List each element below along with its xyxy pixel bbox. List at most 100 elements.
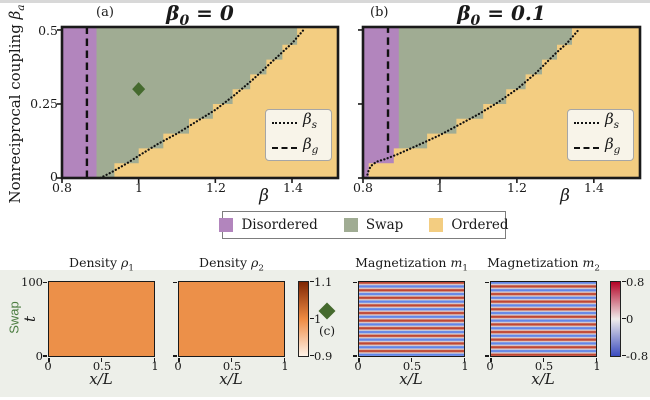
tick-mark bbox=[621, 317, 626, 319]
density-cbar-tick-1p1: 1.1 bbox=[314, 275, 333, 289]
panel-title-b-beta: β bbox=[457, 1, 471, 25]
density-colorbar bbox=[298, 281, 309, 357]
legend-row-beta-s: βs bbox=[272, 112, 325, 133]
tick-mark bbox=[309, 354, 314, 356]
tick-mark bbox=[352, 355, 357, 357]
tick-mark bbox=[484, 355, 489, 357]
phase-legend-item-swap: Swap bbox=[343, 217, 404, 233]
tick-mark bbox=[490, 357, 492, 362]
title-density-rho1: Density ρ1 bbox=[69, 255, 134, 274]
dotted-line-sample bbox=[272, 121, 297, 124]
panel-title-b-rest: = 0.1 bbox=[480, 1, 546, 25]
xtick-a-3: 1.4 bbox=[283, 180, 303, 195]
xtick-b-2: 1.2 bbox=[507, 180, 527, 195]
xtick-b-3: 1.4 bbox=[584, 180, 604, 195]
top-border-bar bbox=[0, 0, 650, 3]
mag-cbar-tick-0p8: 0.8 bbox=[626, 275, 645, 289]
tick-mark bbox=[542, 357, 545, 362]
phase-label-1: Swap bbox=[365, 217, 404, 233]
panel-title-a-sub: 0 bbox=[179, 13, 190, 29]
xLtick: 1 bbox=[281, 359, 289, 373]
curve-legend-a: βs βg bbox=[265, 109, 332, 161]
tick-mark bbox=[621, 354, 626, 356]
title-density-rho2: Density ρ2 bbox=[199, 255, 264, 274]
panel-tag-b: (b) bbox=[370, 5, 389, 20]
ytick-0p25: 0.25 bbox=[30, 96, 58, 111]
ttick-0: 0 bbox=[35, 349, 43, 363]
tick-mark bbox=[178, 357, 180, 362]
y-axis-label: Nonreciprocal coupling βa bbox=[6, 0, 27, 209]
legend-row-beta-g: βg bbox=[272, 137, 325, 158]
x-axis-label-b: β bbox=[560, 186, 570, 206]
tick-mark bbox=[100, 357, 103, 362]
tick-mark bbox=[484, 281, 489, 283]
y-axis-label-sub: a bbox=[15, 4, 27, 11]
tick-mark bbox=[309, 281, 314, 283]
panel-tag-a: (a) bbox=[96, 5, 114, 20]
xL-label-d1: x/L bbox=[89, 370, 113, 388]
panel-title-a-rest: = 0 bbox=[189, 1, 234, 25]
ytick-0: 0 bbox=[50, 169, 58, 184]
xL-label-m1: x/L bbox=[399, 370, 423, 388]
xLtick: 1 bbox=[593, 359, 601, 373]
tick-mark bbox=[463, 357, 465, 362]
curve-legend-b: βs βg bbox=[567, 109, 634, 161]
phase-legend-item-disordered: Disordered bbox=[219, 217, 318, 233]
magnetization-m2-heatmap bbox=[490, 281, 597, 357]
phase-label-2: Ordered bbox=[451, 217, 509, 233]
density-rho1-heatmap bbox=[48, 281, 155, 357]
xtick-a-2: 1.2 bbox=[206, 180, 226, 195]
c-tag: (c) bbox=[318, 324, 336, 338]
xLtick: 0 bbox=[486, 359, 494, 373]
xLtick: 0.5 bbox=[402, 359, 422, 373]
phase-legend-item-ordered: Ordered bbox=[429, 217, 509, 233]
magnetization-colorbar bbox=[610, 281, 621, 357]
mag-cbar-tick-0: 0 bbox=[626, 312, 634, 326]
density-cbar-tick-0p9: 0.9 bbox=[314, 349, 333, 363]
xtick-b-1: 1 bbox=[436, 180, 444, 195]
dotted-line-sample bbox=[574, 121, 599, 124]
xtick-a-0: 0.8 bbox=[52, 180, 72, 195]
tick-mark bbox=[230, 357, 233, 362]
tick-mark bbox=[42, 355, 47, 357]
phase-legend: Disordered Swap Ordered bbox=[219, 211, 509, 239]
magnetization-m1-heatmap bbox=[358, 281, 465, 357]
tick-mark bbox=[172, 355, 177, 357]
tick-mark bbox=[621, 281, 626, 283]
tick-mark bbox=[595, 357, 597, 362]
xLtick: 0 bbox=[354, 359, 362, 373]
xL-label-d2: x/L bbox=[219, 370, 243, 388]
xtick-a-1: 1 bbox=[135, 180, 143, 195]
ttick-100: 100 bbox=[21, 275, 43, 289]
xL-label-m2: x/L bbox=[531, 370, 555, 388]
xLtick: 0.5 bbox=[534, 359, 554, 373]
beta-s-label: βs bbox=[605, 110, 620, 132]
tick-mark bbox=[172, 281, 177, 283]
xLtick: 1 bbox=[461, 359, 469, 373]
beta-s-label: βs bbox=[303, 110, 318, 132]
dashed-line-sample bbox=[574, 146, 599, 149]
xLtick: 0.5 bbox=[222, 359, 242, 373]
phase-swatch-0 bbox=[219, 218, 234, 232]
panel-title-b-sub: 0 bbox=[470, 13, 481, 29]
title-magnetization-m2: Magnetization m2 bbox=[487, 255, 600, 274]
xLtick: 0 bbox=[44, 359, 52, 373]
tick-mark bbox=[352, 281, 357, 283]
xtick-b-0: 0.8 bbox=[353, 180, 373, 195]
tick-mark bbox=[42, 281, 47, 283]
swap-row-label: Swap bbox=[6, 301, 22, 334]
mag-cbar-tick-m0p8: -0.8 bbox=[626, 349, 649, 363]
tick-mark bbox=[153, 357, 155, 362]
phase-label-0: Disordered bbox=[241, 217, 318, 233]
x-axis-label-a: β bbox=[259, 186, 269, 206]
y-axis-label-text: Nonreciprocal coupling bbox=[6, 19, 24, 204]
title-magnetization-m1: Magnetization m1 bbox=[355, 255, 468, 274]
tick-mark bbox=[410, 357, 413, 362]
tick-mark bbox=[283, 357, 285, 362]
legend-row-beta-s: βs bbox=[574, 112, 627, 133]
beta-g-label: βg bbox=[303, 135, 319, 157]
t-axis-label: t bbox=[21, 315, 39, 323]
dashed-line-sample bbox=[272, 146, 297, 149]
panel-title-a-beta: β bbox=[166, 1, 180, 25]
